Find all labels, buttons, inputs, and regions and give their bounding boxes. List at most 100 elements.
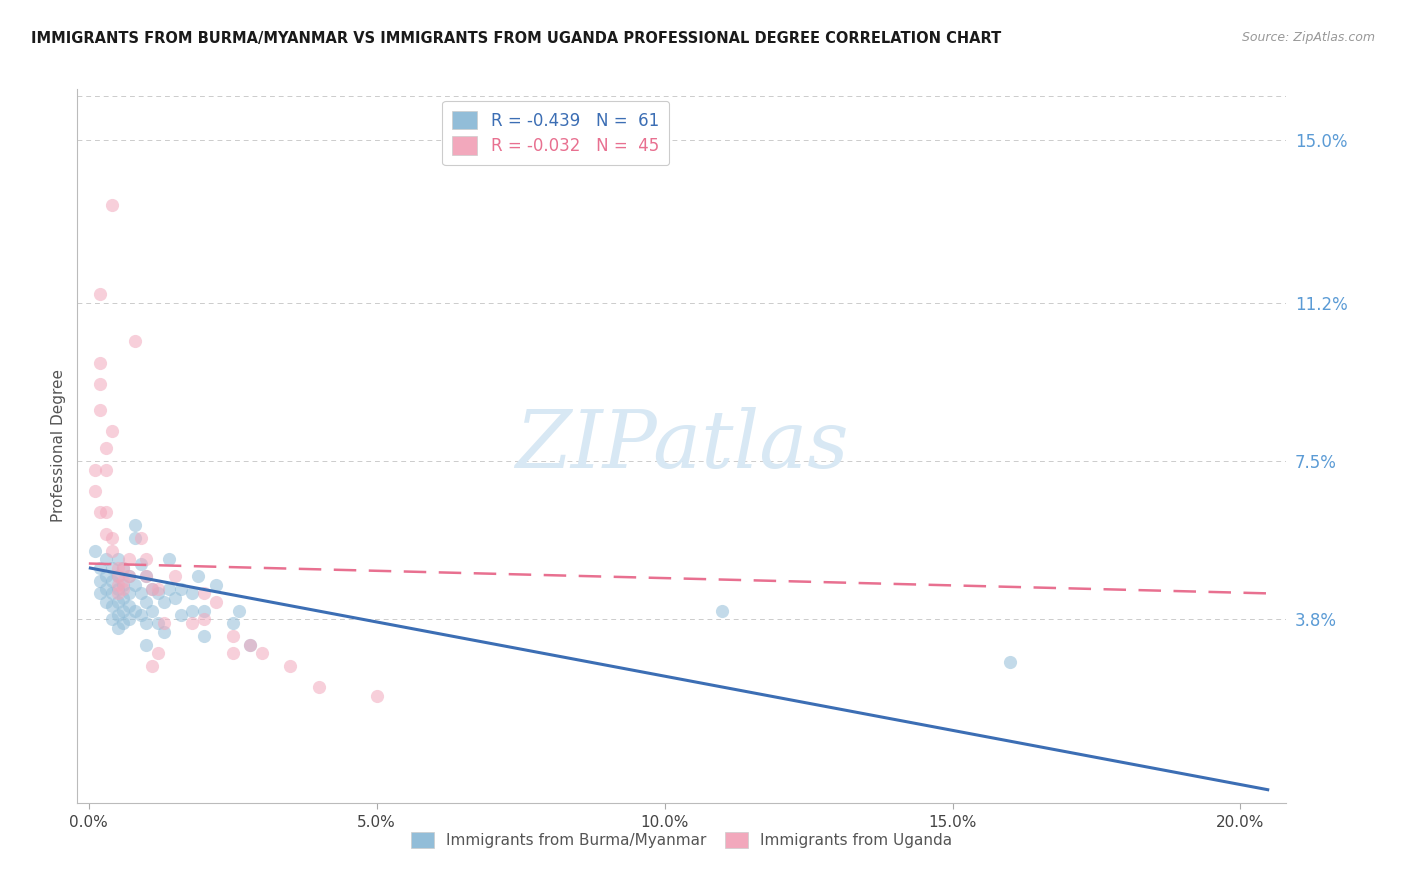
Point bbox=[141, 582, 163, 596]
Point bbox=[204, 595, 226, 609]
Point bbox=[94, 552, 117, 566]
Point bbox=[250, 646, 273, 660]
Point bbox=[222, 629, 245, 643]
Point bbox=[146, 646, 169, 660]
Point bbox=[170, 607, 193, 622]
Point bbox=[181, 586, 204, 600]
Point bbox=[94, 569, 117, 583]
Point bbox=[112, 582, 135, 596]
Point bbox=[112, 591, 135, 605]
Point bbox=[228, 603, 250, 617]
Point bbox=[181, 616, 204, 631]
Point bbox=[165, 591, 187, 605]
Point bbox=[129, 531, 152, 545]
Point bbox=[101, 586, 124, 600]
Y-axis label: Professional Degree: Professional Degree bbox=[51, 369, 66, 523]
Text: IMMIGRANTS FROM BURMA/MYANMAR VS IMMIGRANTS FROM UGANDA PROFESSIONAL DEGREE CORR: IMMIGRANTS FROM BURMA/MYANMAR VS IMMIGRA… bbox=[31, 31, 1001, 46]
Point bbox=[146, 616, 169, 631]
Point bbox=[181, 603, 204, 617]
Point bbox=[101, 543, 124, 558]
Point bbox=[193, 603, 215, 617]
Point bbox=[135, 569, 157, 583]
Point bbox=[239, 638, 262, 652]
Point bbox=[152, 616, 174, 631]
Point bbox=[124, 531, 146, 545]
Point bbox=[135, 569, 157, 583]
Point bbox=[94, 582, 117, 596]
Point bbox=[239, 638, 262, 652]
Point bbox=[118, 552, 141, 566]
Point bbox=[193, 586, 215, 600]
Point bbox=[83, 483, 105, 498]
Point bbox=[83, 462, 105, 476]
Point bbox=[107, 582, 129, 596]
Point bbox=[152, 595, 174, 609]
Point bbox=[118, 599, 141, 614]
Point bbox=[89, 356, 111, 370]
Point bbox=[124, 334, 146, 349]
Point bbox=[165, 569, 187, 583]
Point bbox=[107, 607, 129, 622]
Point bbox=[366, 689, 388, 703]
Point bbox=[107, 569, 129, 583]
Point bbox=[89, 402, 111, 417]
Point bbox=[124, 518, 146, 533]
Point bbox=[94, 595, 117, 609]
Point bbox=[146, 582, 169, 596]
Point bbox=[204, 578, 226, 592]
Point bbox=[112, 616, 135, 631]
Point bbox=[107, 561, 129, 575]
Point bbox=[89, 561, 111, 575]
Point bbox=[101, 599, 124, 614]
Point bbox=[129, 586, 152, 600]
Point bbox=[107, 621, 129, 635]
Point bbox=[118, 569, 141, 583]
Point bbox=[94, 526, 117, 541]
Point bbox=[107, 552, 129, 566]
Point bbox=[89, 377, 111, 392]
Point bbox=[998, 655, 1021, 669]
Point bbox=[193, 629, 215, 643]
Point bbox=[222, 616, 245, 631]
Point bbox=[107, 586, 129, 600]
Point bbox=[141, 582, 163, 596]
Point bbox=[107, 578, 129, 592]
Point bbox=[107, 595, 129, 609]
Point bbox=[141, 603, 163, 617]
Point bbox=[152, 624, 174, 639]
Point bbox=[170, 582, 193, 596]
Point bbox=[159, 552, 181, 566]
Point bbox=[193, 612, 215, 626]
Point bbox=[711, 603, 734, 617]
Point bbox=[135, 552, 157, 566]
Point bbox=[89, 287, 111, 301]
Point bbox=[129, 557, 152, 571]
Point bbox=[124, 578, 146, 592]
Point bbox=[101, 561, 124, 575]
Point bbox=[101, 197, 124, 211]
Point bbox=[187, 569, 209, 583]
Point bbox=[112, 561, 135, 575]
Point bbox=[118, 569, 141, 583]
Point bbox=[129, 607, 152, 622]
Point bbox=[135, 638, 157, 652]
Point bbox=[101, 612, 124, 626]
Legend: Immigrants from Burma/Myanmar, Immigrants from Uganda: Immigrants from Burma/Myanmar, Immigrant… bbox=[404, 824, 960, 855]
Point bbox=[146, 586, 169, 600]
Point bbox=[141, 659, 163, 673]
Point bbox=[101, 424, 124, 438]
Point bbox=[135, 595, 157, 609]
Point bbox=[107, 569, 129, 583]
Point bbox=[112, 574, 135, 588]
Point bbox=[308, 681, 330, 695]
Point bbox=[112, 578, 135, 592]
Point bbox=[222, 646, 245, 660]
Point bbox=[94, 441, 117, 455]
Point bbox=[112, 561, 135, 575]
Point bbox=[112, 603, 135, 617]
Point bbox=[89, 505, 111, 519]
Point bbox=[94, 505, 117, 519]
Point bbox=[159, 582, 181, 596]
Point bbox=[280, 659, 302, 673]
Point bbox=[124, 603, 146, 617]
